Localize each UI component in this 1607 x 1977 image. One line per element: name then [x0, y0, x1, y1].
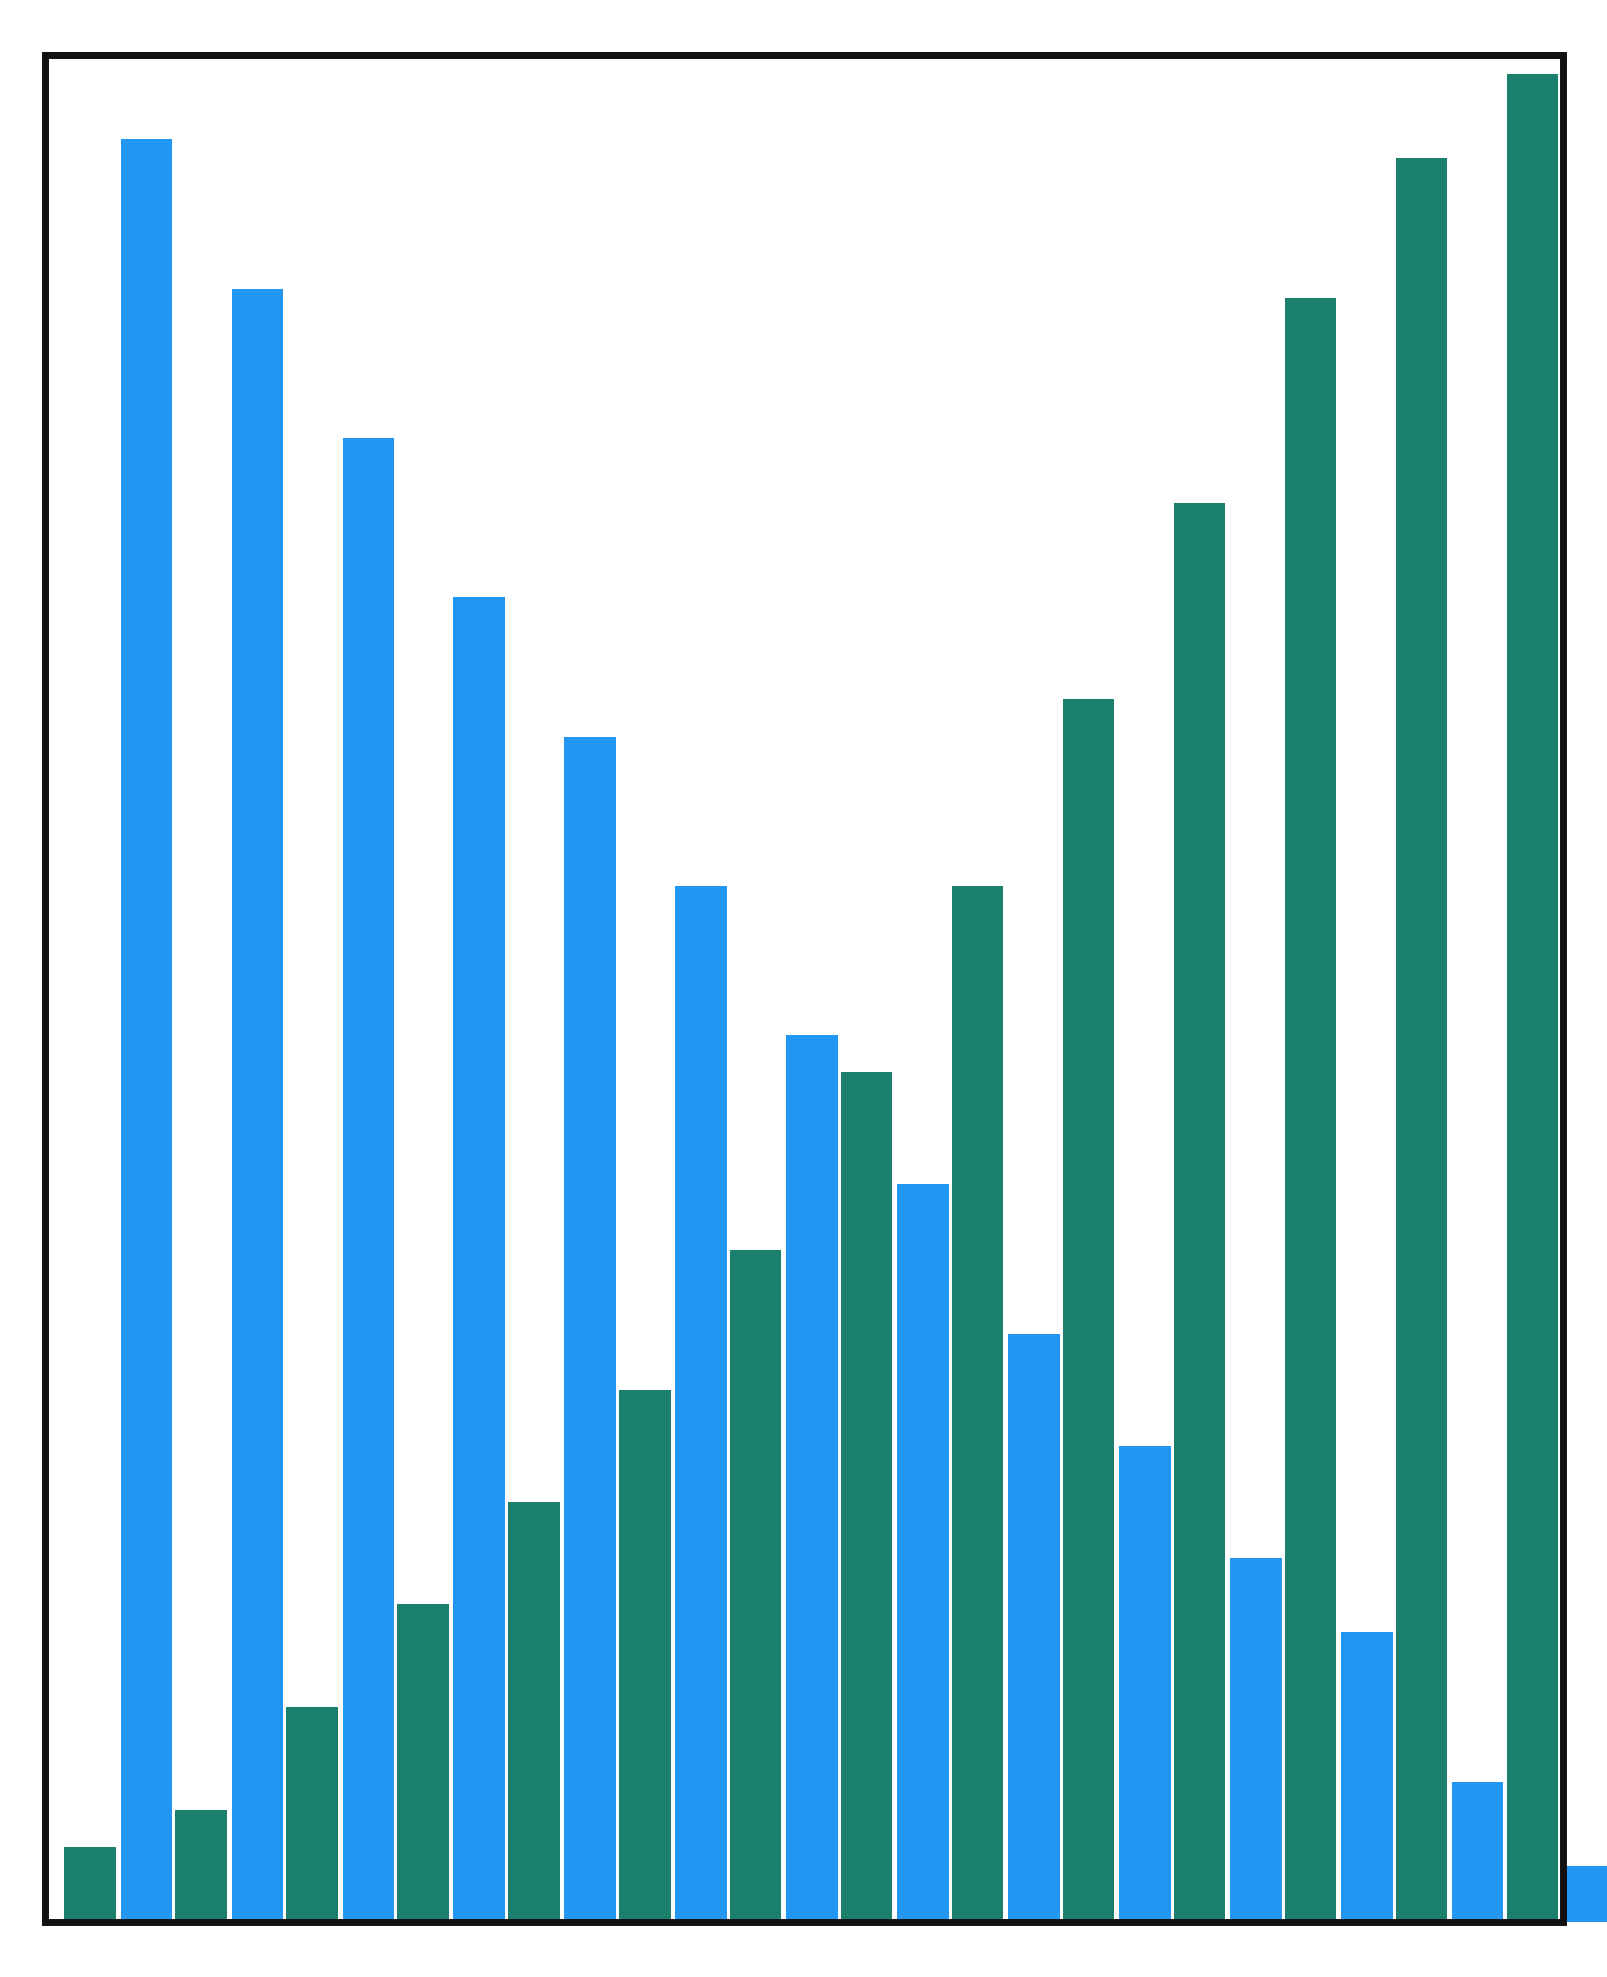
Bar — [1284, 299, 1335, 1922]
Bar — [1118, 1445, 1170, 1922]
Bar — [1562, 1866, 1607, 1922]
Bar — [1395, 158, 1446, 1922]
Bar — [1062, 700, 1114, 1922]
Bar — [508, 1503, 559, 1922]
Bar — [175, 1809, 227, 1922]
Bar — [1451, 1781, 1503, 1922]
Bar — [64, 1847, 116, 1922]
Bar — [840, 1072, 892, 1922]
Bar — [1008, 1334, 1059, 1922]
Bar — [453, 597, 505, 1922]
Bar — [564, 737, 615, 1922]
Bar — [397, 1605, 448, 1922]
Bar — [619, 1390, 670, 1922]
Bar — [897, 1184, 948, 1922]
Bar — [730, 1249, 781, 1922]
Bar — [1229, 1558, 1281, 1922]
Bar — [231, 289, 283, 1922]
Bar — [1173, 504, 1225, 1922]
Bar — [1506, 73, 1557, 1922]
Bar — [675, 886, 726, 1922]
Bar — [786, 1036, 837, 1922]
Bar — [342, 439, 394, 1922]
Bar — [121, 138, 172, 1922]
Bar — [1340, 1633, 1392, 1922]
Bar — [951, 886, 1003, 1922]
Bar — [286, 1706, 337, 1922]
